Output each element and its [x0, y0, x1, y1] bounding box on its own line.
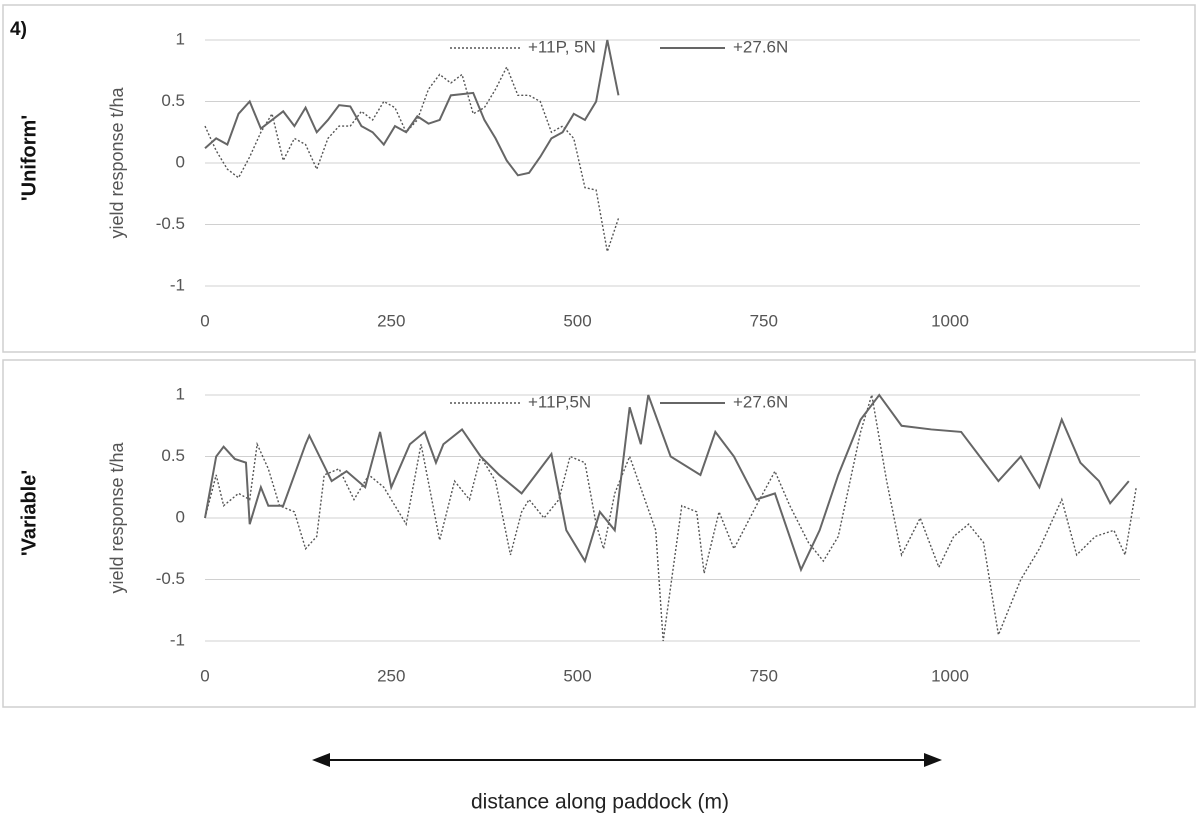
y-tick-label: 0.5 [161, 91, 185, 110]
y-tick-label: -1 [170, 630, 185, 649]
y-axis-label: yield response t/ha [107, 86, 127, 238]
y-tick-label: -0.5 [156, 214, 185, 233]
arrow-head-left [312, 753, 330, 767]
x-tick-label: 500 [563, 666, 591, 685]
series-line [204, 393, 1130, 573]
y-tick-label: 0 [176, 152, 185, 171]
x-tick-label: 0 [200, 311, 209, 330]
legend-label: +27.6N [733, 392, 788, 411]
series-line [204, 394, 1137, 642]
x-tick-label: 0 [200, 666, 209, 685]
arrow-head-right [924, 753, 942, 767]
panel-label: 'Uniform' [18, 115, 40, 201]
x-tick-label: 250 [377, 666, 405, 685]
caption: distance along paddock (m) [471, 791, 729, 814]
y-tick-label: 1 [176, 29, 185, 48]
y-tick-label: 1 [176, 384, 185, 403]
x-tick-label: 250 [377, 311, 405, 330]
x-tick-label: 750 [750, 666, 778, 685]
y-tick-label: -1 [170, 275, 185, 294]
y-tick-label: 0.5 [161, 446, 185, 465]
y-tick-label: 0 [176, 507, 185, 526]
y-axis-label: yield response t/ha [107, 441, 127, 593]
legend-label: +27.6N [733, 37, 788, 56]
panel-frame [2, 359, 1196, 708]
x-tick-label: 1000 [931, 666, 969, 685]
x-tick-label: 750 [750, 311, 778, 330]
figure-label: 4) [10, 19, 27, 40]
series-line [204, 39, 620, 177]
series-line [204, 65, 620, 252]
legend-label: +11P,5N [528, 392, 591, 411]
x-tick-label: 500 [563, 311, 591, 330]
y-tick-label: -0.5 [156, 569, 185, 588]
panel-frame [2, 4, 1196, 353]
legend-label: +11P, 5N [528, 37, 596, 56]
panel-label: 'Variable' [18, 470, 40, 556]
x-tick-label: 1000 [931, 311, 969, 330]
